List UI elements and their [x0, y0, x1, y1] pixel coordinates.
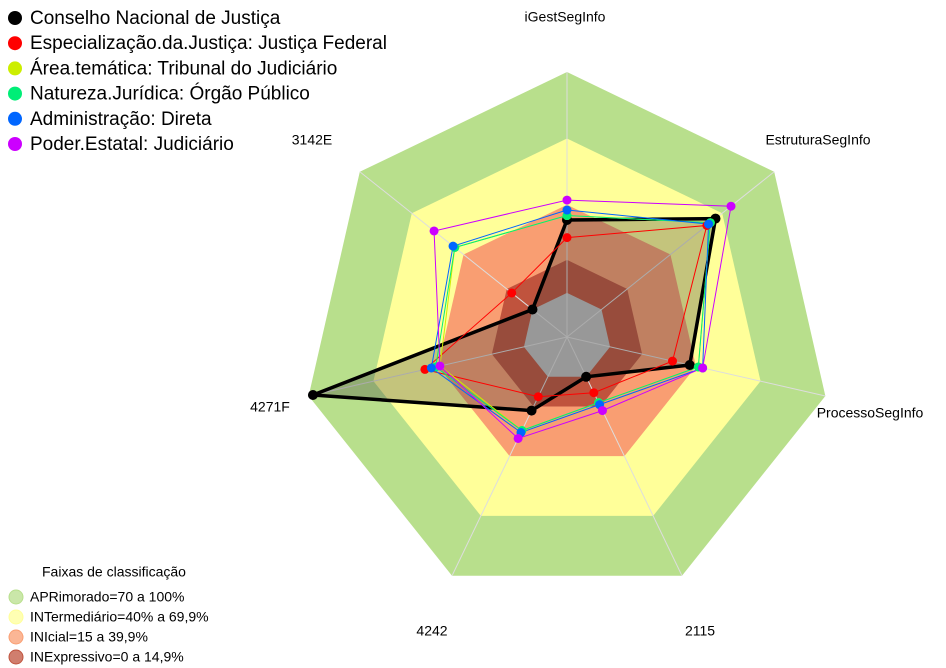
- axis-label: 4271F: [250, 399, 290, 415]
- axis-label: EstruturaSegInfo: [765, 132, 870, 148]
- series-point: [527, 304, 538, 315]
- series-point: [698, 363, 708, 373]
- series-point: [589, 388, 599, 398]
- series-line: [312, 216, 718, 413]
- legend-marker: [8, 86, 22, 101]
- series-point: [533, 392, 543, 402]
- series-point: [307, 389, 318, 400]
- series-point: [448, 241, 458, 251]
- band-legend-marker: [8, 649, 24, 665]
- axis-label: 4242: [416, 623, 447, 639]
- bands-title: Faixas de classificação: [42, 564, 186, 580]
- axis-label: iGestSegInfo: [525, 9, 606, 25]
- series-point: [562, 195, 572, 205]
- band-legend-label: INTermediário=40% a 69,9%: [30, 609, 209, 625]
- series-point: [684, 360, 695, 371]
- legend-label: Especialização.da.Justiça: Justiça Feder…: [30, 33, 387, 54]
- spoke: [566, 171, 775, 338]
- series-line: [435, 215, 711, 432]
- series-point: [426, 363, 436, 373]
- axis-label: 2115: [685, 623, 715, 639]
- series-point: [435, 361, 445, 371]
- legend-label: Área.temática: Tribunal do Judiciário: [30, 58, 337, 79]
- legend-marker: [8, 137, 22, 151]
- axis-label: ProcessoSegInfo: [817, 405, 924, 421]
- series-point: [507, 288, 517, 298]
- series-point: [429, 226, 439, 236]
- legend-label: Poder.Estatal: Judiciário: [30, 134, 234, 155]
- axis-label: 3142E: [292, 132, 332, 148]
- legend-marker: [8, 61, 22, 76]
- legend-label: Natureza.Jurídica: Órgão Público: [30, 83, 310, 105]
- series-point: [562, 205, 572, 215]
- series-point: [526, 405, 537, 416]
- series-line: [430, 209, 710, 434]
- series-line: [423, 224, 708, 398]
- band-legend-marker: [8, 629, 24, 645]
- band-legend-marker: [8, 609, 24, 625]
- legend-marker: [8, 111, 22, 126]
- legend-label: Conselho Nacional de Justiça: [30, 8, 281, 29]
- band-legend-label: INIcial=15 a 39,9%: [30, 629, 148, 645]
- band-legend-label: INExpressivo=0 a 14,9%: [30, 649, 184, 665]
- band-legend-label: APRimorado=70 a 100%: [30, 589, 185, 605]
- series-point: [667, 356, 677, 366]
- series-point: [726, 201, 736, 211]
- series-point: [581, 371, 592, 382]
- legend-marker: [8, 36, 22, 51]
- series-point: [704, 219, 714, 229]
- series-point: [597, 406, 607, 416]
- series-line: [433, 199, 732, 440]
- series-point: [562, 233, 572, 243]
- spoke: [451, 336, 568, 576]
- legend-label: Administração: Direta: [30, 109, 212, 130]
- series-point: [513, 433, 523, 443]
- legend-marker: [8, 11, 22, 25]
- band-legend-marker: [8, 589, 24, 605]
